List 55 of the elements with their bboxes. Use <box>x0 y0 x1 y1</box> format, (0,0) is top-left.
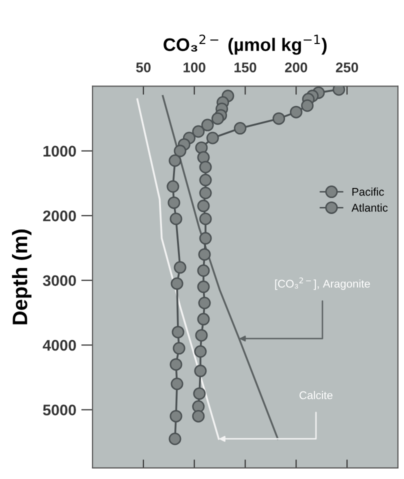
point <box>199 174 212 186</box>
point <box>166 180 180 193</box>
y-axis-title: Depth (m) <box>12 230 32 324</box>
point <box>272 112 286 125</box>
x-tick-label: 150 <box>234 62 256 72</box>
point <box>168 154 182 167</box>
y-tick-label: 2000 <box>43 210 76 222</box>
y-tick-label: 5000 <box>43 404 76 416</box>
point <box>192 125 205 138</box>
annotation: Calcite <box>300 391 332 400</box>
point <box>201 118 214 132</box>
x-tick-label: 200 <box>285 62 308 72</box>
point <box>170 410 182 422</box>
point <box>301 99 314 112</box>
point <box>192 410 205 422</box>
point <box>170 277 184 290</box>
point <box>197 264 210 277</box>
point <box>170 378 184 390</box>
y-tick-label: 4000 <box>42 340 76 351</box>
point <box>174 144 186 158</box>
point <box>198 248 211 261</box>
point <box>199 186 212 200</box>
point <box>197 200 210 212</box>
legend-label: Pacific <box>352 188 384 196</box>
point <box>197 312 210 326</box>
point <box>168 432 182 446</box>
y-tick-label: 3000 <box>42 275 76 286</box>
point <box>198 296 211 310</box>
point <box>199 160 212 174</box>
x-tick-label: 250 <box>336 62 358 72</box>
point <box>195 141 208 154</box>
point <box>170 358 182 371</box>
point <box>172 342 186 355</box>
x-axis-title: CO₃$^{2−}$ (µmol kg$^{−1}$) <box>164 34 327 55</box>
y-tick-label: 1000 <box>44 146 76 157</box>
point <box>193 387 206 400</box>
point <box>194 364 207 378</box>
legend-label: Atlantic <box>352 204 388 212</box>
point <box>170 212 182 226</box>
point <box>194 345 207 358</box>
point <box>211 112 224 125</box>
point <box>234 122 246 135</box>
point <box>195 329 208 342</box>
annotation: [CO₃$^{2−}$], Aragonite <box>275 278 370 290</box>
x-tick-label: 50 <box>136 62 151 72</box>
point <box>174 261 186 274</box>
point <box>172 326 184 338</box>
point <box>290 106 302 118</box>
point <box>197 151 210 164</box>
x-tick-label: 100 <box>184 62 206 72</box>
point <box>206 132 219 144</box>
point <box>199 232 212 245</box>
point <box>197 280 210 294</box>
point <box>168 196 180 209</box>
point <box>199 212 212 226</box>
